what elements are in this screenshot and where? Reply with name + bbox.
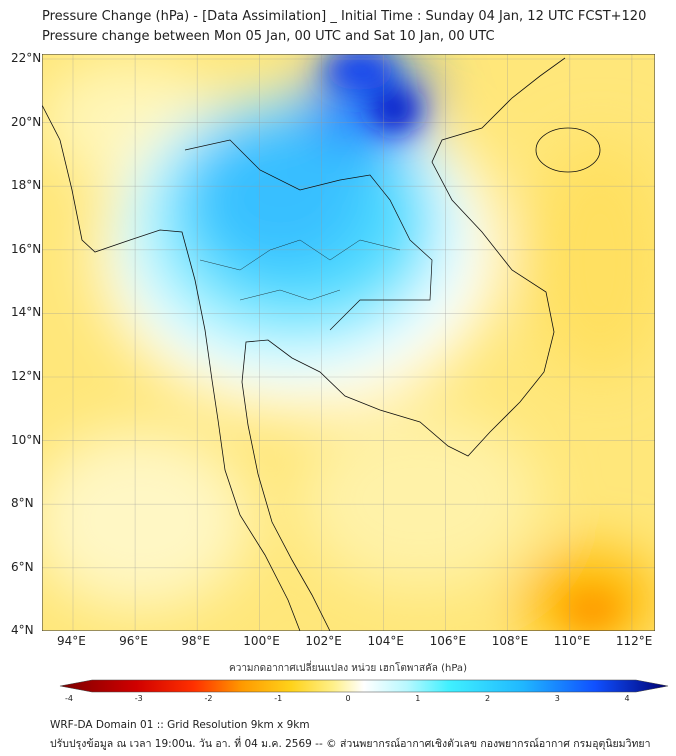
lon-tick-label: 112°E — [615, 634, 653, 648]
lon-tick-label: 102°E — [305, 634, 342, 648]
coastline — [42, 57, 601, 631]
colorbar-tick: 0 — [345, 694, 351, 703]
lon-tick-label: 98°E — [181, 634, 211, 648]
lat-tick-label: 14°N — [11, 305, 42, 320]
lon-tick-label: 106°E — [429, 634, 467, 648]
chart-title: Pressure Change (hPa) - [Data Assimilati… — [42, 9, 647, 24]
lat-tick-label: 8°N — [11, 496, 34, 511]
colorbar-tick: 2 — [484, 694, 491, 703]
colorbar-tick: -3 — [134, 694, 143, 703]
lat-tick-label: 4°N — [11, 623, 34, 638]
footer-credit: ปรับปรุงข้อมูล ณ เวลา 19:00น. วัน อา. ที… — [50, 738, 651, 750]
lat-tick-label: 16°N — [11, 241, 42, 256]
colorbar — [59, 679, 669, 693]
lat-tick-label: 22°N — [11, 51, 42, 65]
lon-tick-label: 104°E — [367, 634, 405, 648]
lat-tick-label: 20°N — [11, 114, 42, 129]
colorbar-tick: 3 — [554, 694, 560, 703]
lon-tick-label: 96°E — [119, 634, 148, 648]
colorbar-tick: -2 — [204, 694, 213, 703]
colorbar-label: ความกดอากาศเปลี่ยนแปลง หน่วย เฮกโตพาสคัล… — [229, 663, 467, 674]
lat-tick-label: 10°N — [11, 432, 42, 447]
colorbar-tick: -1 — [274, 694, 283, 703]
lon-tick-label: 100°E — [243, 634, 280, 648]
lon-tick-label: 108°E — [491, 634, 529, 648]
lon-tick-label: 110°E — [553, 634, 591, 648]
chart-subtitle: Pressure change between Mon 05 Jan, 00 U… — [42, 29, 495, 44]
lat-tick-label: 6°N — [11, 559, 34, 574]
colorbar-tick: -4 — [65, 694, 73, 703]
lon-tick-label: 94°E — [57, 634, 86, 648]
map-field — [42, 54, 655, 631]
colorbar-tick: 1 — [415, 694, 421, 703]
footer-model-info: WRF-DA Domain 01 :: Grid Resolution 9km … — [50, 719, 310, 731]
lat-tick-label: 12°N — [11, 369, 42, 383]
colorbar-tick: 4 — [624, 694, 630, 703]
lat-tick-label: 18°N — [11, 178, 42, 193]
